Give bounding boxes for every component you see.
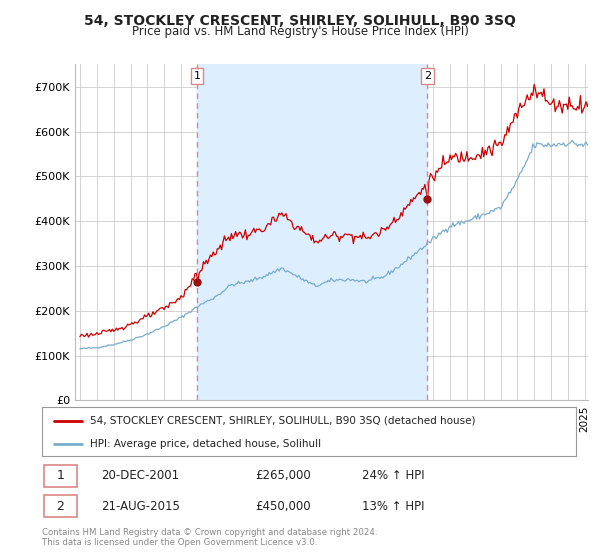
- Text: 24% ↑ HPI: 24% ↑ HPI: [362, 469, 425, 483]
- Text: 2: 2: [424, 71, 431, 81]
- FancyBboxPatch shape: [44, 495, 77, 517]
- Text: Contains HM Land Registry data © Crown copyright and database right 2024.
This d: Contains HM Land Registry data © Crown c…: [42, 528, 377, 548]
- Text: £265,000: £265,000: [256, 469, 311, 483]
- Text: 1: 1: [194, 71, 200, 81]
- Text: 13% ↑ HPI: 13% ↑ HPI: [362, 500, 425, 513]
- Text: 54, STOCKLEY CRESCENT, SHIRLEY, SOLIHULL, B90 3SQ: 54, STOCKLEY CRESCENT, SHIRLEY, SOLIHULL…: [84, 14, 516, 28]
- Text: 21-AUG-2015: 21-AUG-2015: [101, 500, 179, 513]
- Text: £450,000: £450,000: [256, 500, 311, 513]
- Text: Price paid vs. HM Land Registry's House Price Index (HPI): Price paid vs. HM Land Registry's House …: [131, 25, 469, 38]
- Text: 2: 2: [56, 500, 64, 513]
- Text: 20-DEC-2001: 20-DEC-2001: [101, 469, 179, 483]
- FancyBboxPatch shape: [44, 465, 77, 487]
- Text: HPI: Average price, detached house, Solihull: HPI: Average price, detached house, Soli…: [90, 439, 321, 449]
- Text: 54, STOCKLEY CRESCENT, SHIRLEY, SOLIHULL, B90 3SQ (detached house): 54, STOCKLEY CRESCENT, SHIRLEY, SOLIHULL…: [90, 416, 476, 426]
- Text: 1: 1: [56, 469, 64, 483]
- Bar: [197, 64, 427, 400]
